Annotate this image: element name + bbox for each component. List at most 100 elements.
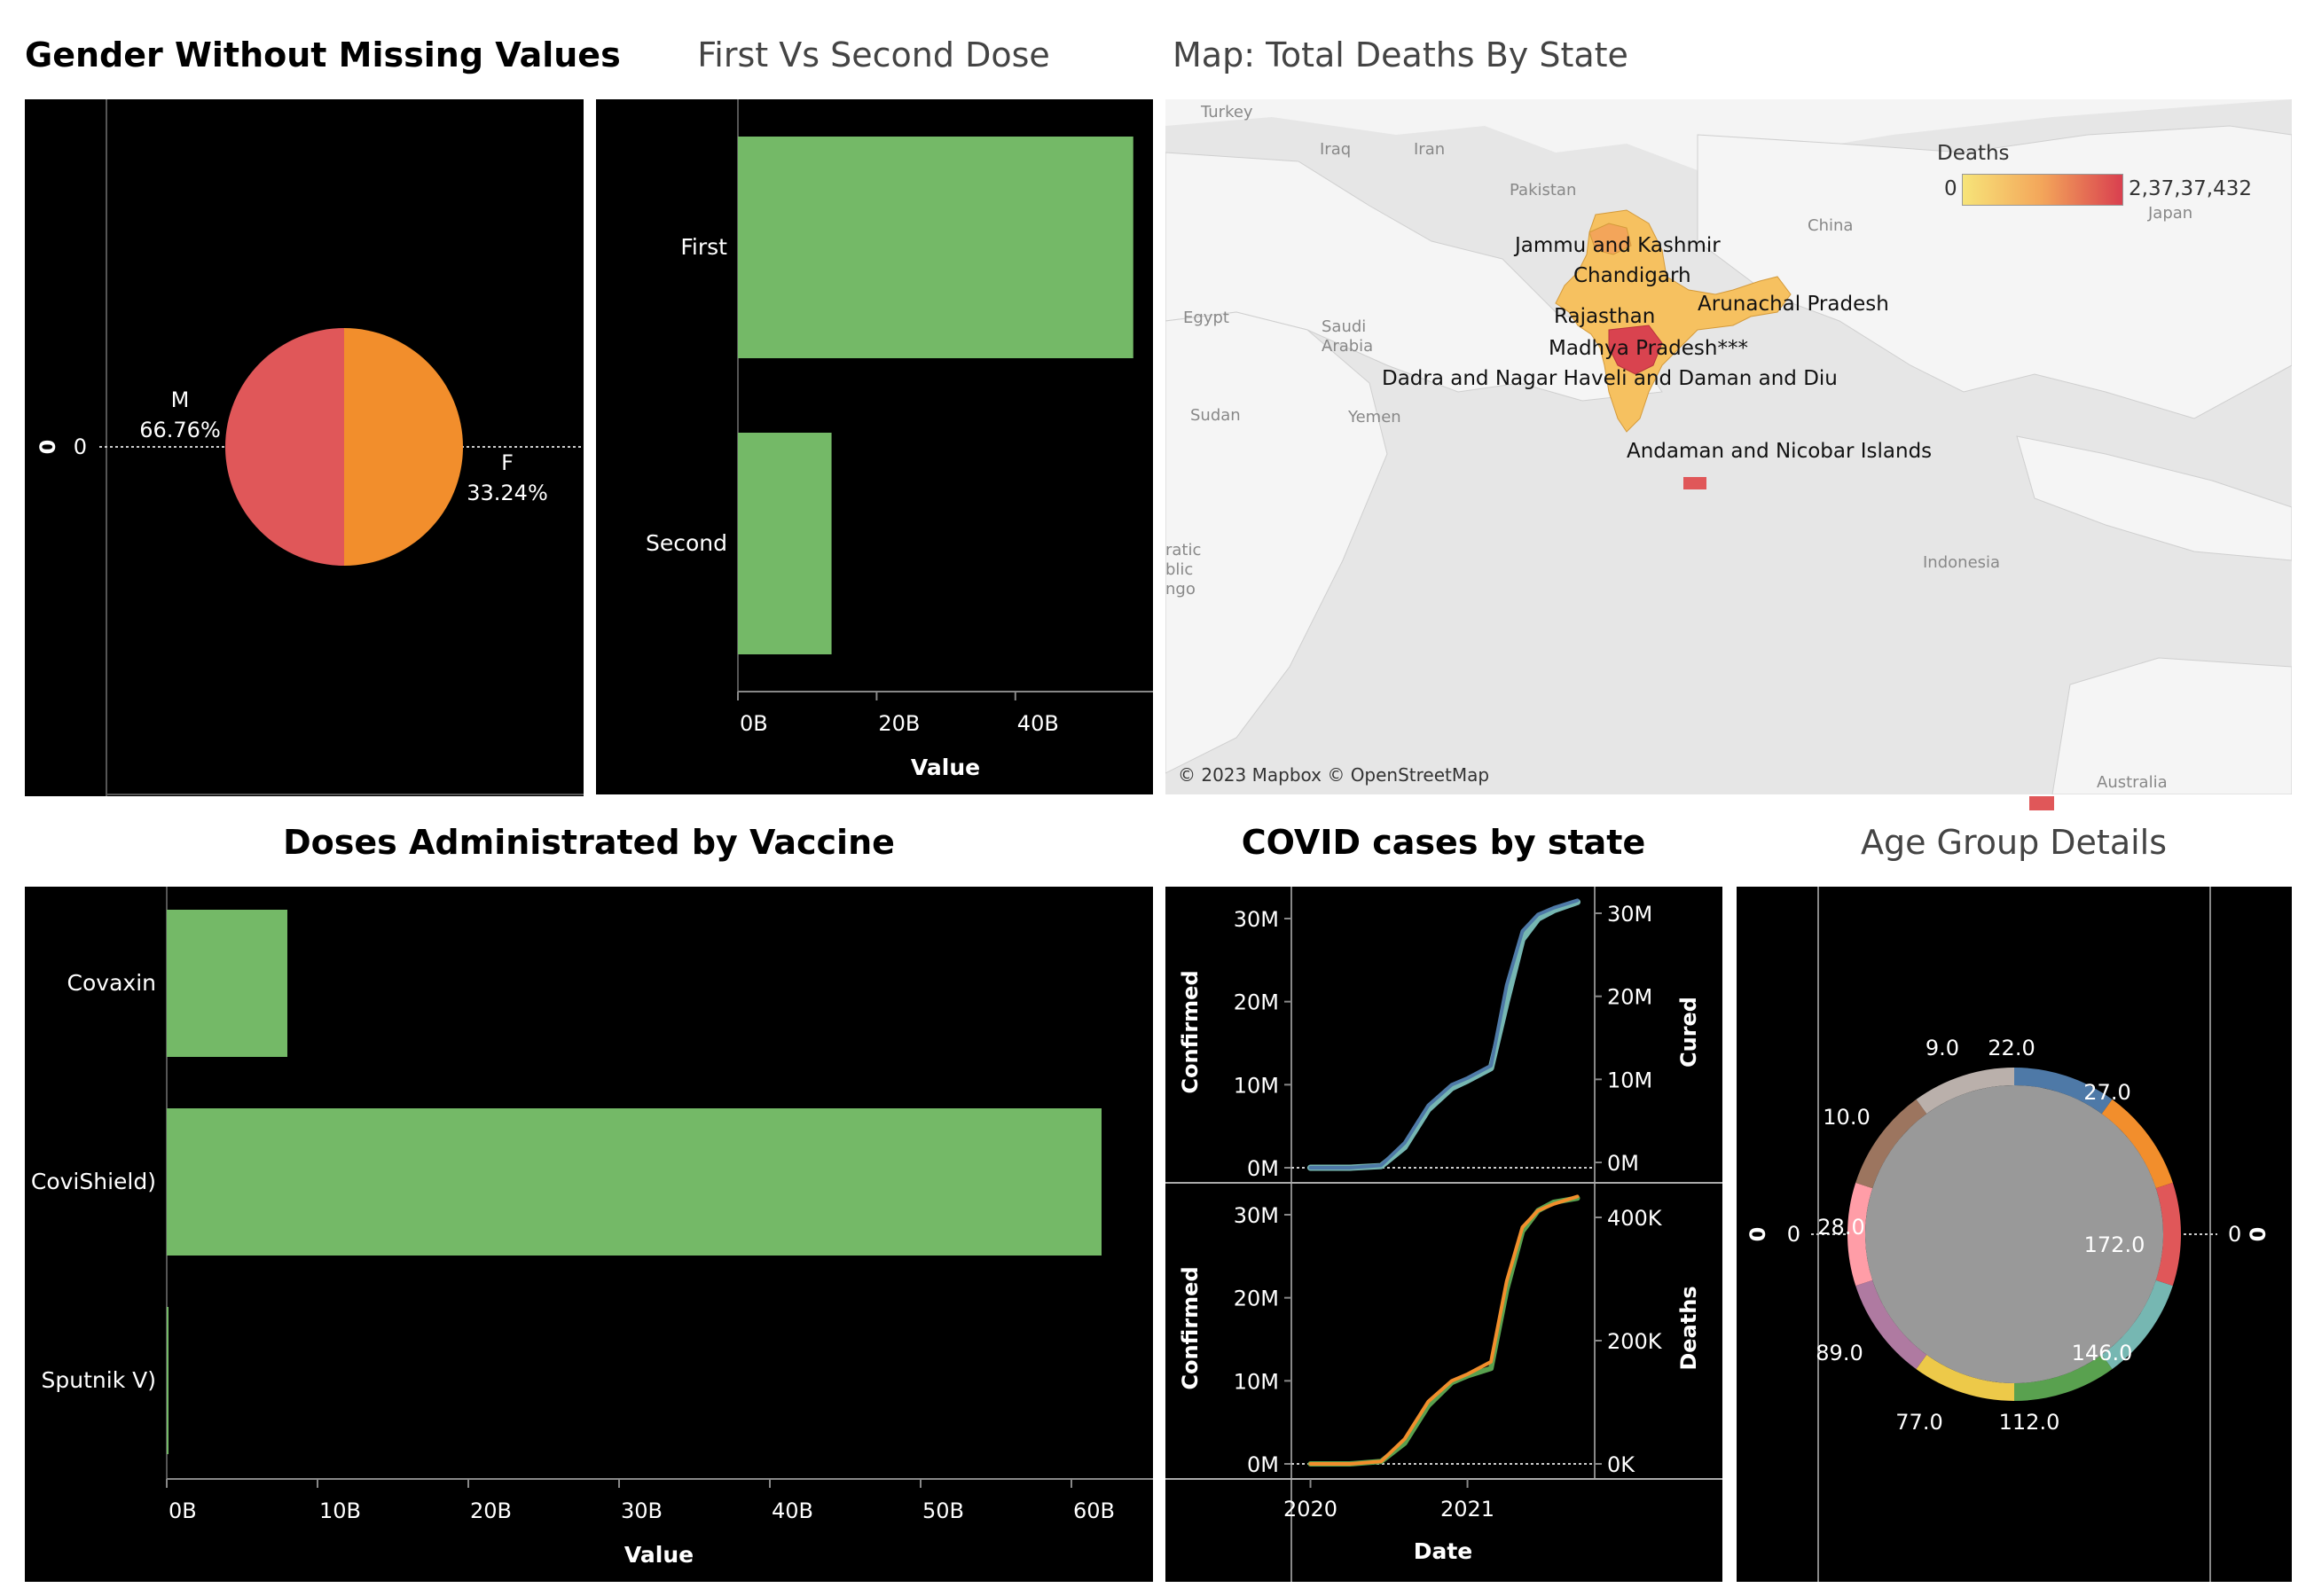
- vaccine-tick-label: 40B: [772, 1498, 813, 1523]
- map-land-africa: [1165, 311, 1388, 774]
- age-donut-segment[interactable]: [2014, 1068, 2113, 1115]
- map-svg: [1165, 99, 2292, 794]
- vaccine-bar-2[interactable]: [167, 1307, 169, 1454]
- age-donut-segment[interactable]: [1916, 1068, 2014, 1115]
- age-donut-segment[interactable]: [2155, 1182, 2181, 1287]
- dose-bar-second[interactable]: [738, 433, 832, 654]
- map-label-madhya-pradesh: Madhya Pradesh***: [1549, 337, 1748, 360]
- map-country-indonesia: Indonesia: [1923, 553, 2001, 572]
- vaccine-category-label: CoviShield): [31, 1169, 156, 1194]
- age-donut-segment[interactable]: [1855, 1099, 1927, 1189]
- covid-left-tick-label: 30M: [1234, 907, 1279, 932]
- map-country-pakistan: Pakistan: [1510, 181, 1577, 200]
- age-chart-panel: 0 0 0 0 22.0 27.0 172.0 146.0 112.0 77.0 89.0 2…: [1737, 887, 2292, 1582]
- map-land-australia: [2051, 657, 2292, 794]
- age-donut-label: 10.0: [1823, 1105, 1870, 1130]
- pie-slice-m[interactable]: [225, 328, 344, 566]
- dose-chart-title: First Vs Second Dose: [697, 35, 1050, 74]
- map-country-iran: Iran: [1414, 140, 1446, 159]
- covid-left-tick-label: 20M: [1234, 1287, 1279, 1311]
- map-india[interactable]: [1555, 209, 1792, 433]
- map-country-egypt: Egypt: [1183, 309, 1229, 327]
- map-country-australia: Australia: [2097, 773, 2168, 792]
- dose-tick-label: 20B: [878, 711, 920, 736]
- age-chart-svg: 0 0 0 0 22.0 27.0 172.0 146.0 112.0 77.0 89.0 2…: [1745, 887, 2271, 1582]
- age-donut-label: 172.0: [2084, 1232, 2145, 1257]
- map-country-arabia: Arabia: [1322, 337, 1374, 356]
- gender-chart-svg: 0 0 M 66.76% F 33.24%: [35, 99, 584, 796]
- map-land-east-asia: [1697, 125, 2292, 419]
- map-legend-min: 0: [1944, 177, 1957, 200]
- covid-chart-svg: Confirmed Cured Confirmed Deaths Date 30…: [1165, 887, 1722, 1582]
- age-donut-segment[interactable]: [1847, 1182, 1873, 1287]
- vaccine-chart-svg: Value Covaxin CoviShield) Sputnik V) 0B 10B 2…: [31, 887, 1153, 1568]
- age-donut-center: [1865, 1085, 2163, 1383]
- age-donut-segment[interactable]: [2101, 1099, 2173, 1189]
- gender-chart-panel: 0 0 M 66.76% F 33.24%: [25, 99, 584, 796]
- covid-top-right-label: Cured: [1676, 997, 1701, 1068]
- covid-x-axis-label: Date: [1414, 1538, 1473, 1564]
- map-title: Map: Total Deaths By State: [1173, 35, 1628, 74]
- covid-left-tick-label: 0M: [1247, 1452, 1279, 1477]
- pie-label-m-name: M: [171, 387, 190, 412]
- map-label-chandigarh: Chandigarh: [1573, 264, 1691, 287]
- age-donut-segment[interactable]: [2101, 1279, 2173, 1370]
- covid-left-tick-label: 20M: [1234, 990, 1279, 1015]
- covid-left-tick-label: 10M: [1234, 1073, 1279, 1098]
- pie-slice-f[interactable]: [344, 328, 463, 566]
- covid-chart-panel: Confirmed Cured Confirmed Deaths Date 30…: [1165, 887, 1722, 1582]
- covid-line-deaths[interactable]: [1307, 1195, 1580, 1467]
- vaccine-tick-label: 0B: [169, 1498, 197, 1523]
- map-country-congo-2: blic: [1165, 560, 1194, 579]
- map-country-congo-3: ngo: [1165, 580, 1196, 598]
- covid-left-tick-label: 30M: [1234, 1203, 1279, 1228]
- covid-line-cured[interactable]: [1307, 898, 1580, 1171]
- vaccine-tick-label: 60B: [1073, 1498, 1115, 1523]
- age-donut-segment[interactable]: [1916, 1354, 2014, 1401]
- map-country-congo-1: ratic: [1165, 541, 1202, 559]
- covid-left-tick-label: 10M: [1234, 1369, 1279, 1394]
- vaccine-x-axis-label: Value: [624, 1542, 694, 1568]
- vaccine-bar-1[interactable]: [167, 1108, 1102, 1256]
- covid-top-right-tick-label: 20M: [1607, 985, 1652, 1010]
- pie-label-m-pct: 66.76%: [139, 418, 221, 442]
- map-land-indonesia: [2016, 435, 2292, 561]
- age-left-axis-zero: 0: [1787, 1222, 1800, 1247]
- vaccine-category-label: Covaxin: [67, 970, 156, 996]
- vaccine-tick-label: 50B: [922, 1498, 964, 1523]
- map-country-iraq: Iraq: [1320, 140, 1352, 159]
- age-chart-title: Age Group Details: [1860, 823, 2168, 862]
- vaccine-category-label: Sputnik V): [42, 1367, 156, 1393]
- age-donut-segment[interactable]: [2014, 1354, 2113, 1401]
- map-country-sudan: Sudan: [1190, 406, 1241, 425]
- age-right-axis-zero: 0: [2228, 1222, 2241, 1247]
- vaccine-bar-0[interactable]: [167, 910, 287, 1057]
- covid-line-confirmed[interactable]: [1308, 898, 1580, 1170]
- map-label-dadra-nagar-haveli: Dadra and Nagar Haveli and Daman and Diu: [1382, 367, 1838, 390]
- covid-bottom-right-label: Deaths: [1676, 1286, 1701, 1370]
- age-donut-label: 22.0: [1988, 1036, 2035, 1060]
- dose-chart-panel: Value First Second 0B 20B 40B: [596, 99, 1153, 794]
- map-state-maharashtra[interactable]: [1608, 325, 1663, 375]
- pie-label-f-pct: 33.24%: [467, 481, 548, 505]
- map-legend-gradient: [1962, 174, 2123, 206]
- dose-bar-first[interactable]: [738, 137, 1133, 358]
- pie-label-f-name: F: [501, 450, 514, 475]
- covid-top-left-label: Confirmed: [1178, 970, 1203, 1093]
- gender-axis-side-label: 0: [35, 440, 60, 455]
- covid-top-right-tick-label: 0M: [1607, 1151, 1639, 1176]
- map-state-north[interactable]: [1588, 223, 1632, 255]
- covid-line-confirmed[interactable]: [1308, 1194, 1580, 1466]
- dose-tick-label: 0B: [740, 711, 768, 736]
- map-country-japan: Japan: [2148, 204, 2193, 223]
- map-panel[interactable]: Turkey Iraq Iran Pakistan China Japan Eg…: [1165, 99, 2292, 794]
- map-country-china: China: [1808, 216, 1854, 235]
- dose-category-label: Second: [646, 530, 727, 556]
- covid-x-tick-label: 2021: [1440, 1497, 1494, 1522]
- age-donut-label: 9.0: [1926, 1036, 1959, 1060]
- map-country-turkey: Turkey: [1201, 103, 1253, 121]
- map-country-saudi: Saudi: [1322, 317, 1367, 336]
- covid-x-tick-label: 2020: [1283, 1497, 1337, 1522]
- covid-bottom-left-label: Confirmed: [1178, 1266, 1203, 1389]
- age-donut-segment[interactable]: [1855, 1279, 1927, 1370]
